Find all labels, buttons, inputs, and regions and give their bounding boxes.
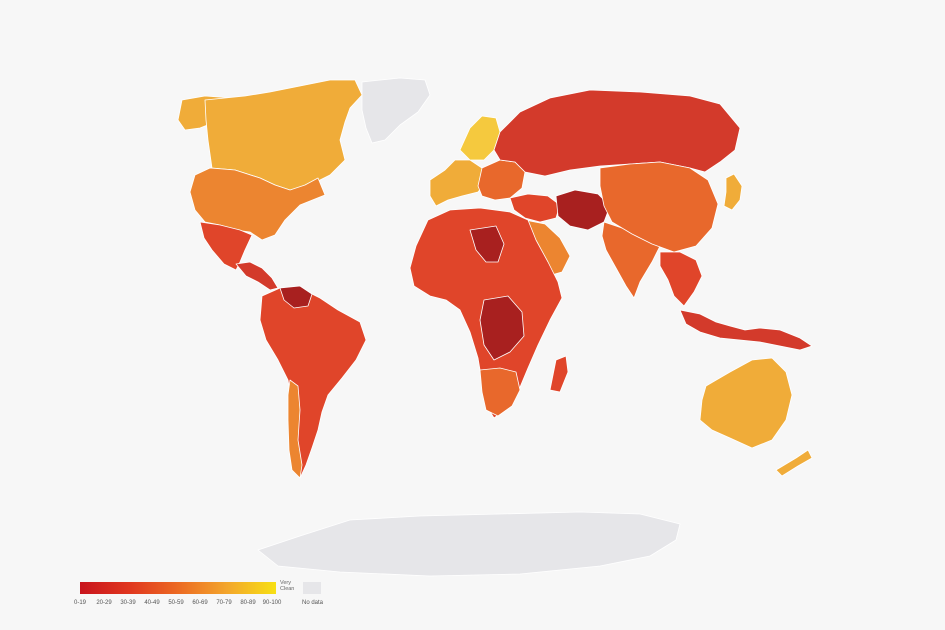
legend-tick: 80-89 [240,600,256,606]
southeast-asia-region [659,251,703,307]
china-region [599,161,719,253]
legend-tick: 90-100 [262,600,282,606]
scandinavia-region [459,115,501,161]
legend-tick: 50-59 [168,600,184,606]
legend-tick: 60-69 [192,600,208,606]
russia-region [493,89,741,177]
chile-region [287,379,303,479]
south-america-region [259,287,367,479]
mexico-region [199,221,253,271]
japan-region [723,173,743,211]
europe-east-region [477,159,526,201]
legend-tick: 70-79 [216,600,232,606]
north-america-usa-region [189,167,326,241]
legend-color-scale [80,582,276,594]
middle-east-region [509,193,561,223]
indonesia-region [679,309,813,351]
europe-west-region [429,159,487,207]
legend-ticks: 0-19 20-29 30-39 40-49 50-59 60-69 70-79… [74,600,282,610]
new-zealand-region [775,449,813,477]
legend: 0-19 20-29 30-39 40-49 50-59 60-69 70-79… [74,580,340,620]
legend-tick: 0-19 [73,600,87,606]
legend-very-clean-label: Very Clean [280,580,295,592]
legend-tick: 30-39 [120,600,136,606]
southern-africa-region [479,367,521,417]
central-africa-region [469,225,525,361]
no-data-label: No data [302,600,324,606]
antarctica-region [257,511,681,577]
central-america-region [235,261,279,291]
australia-region [699,357,793,449]
no-data-swatch [303,582,321,594]
legend-tick: 20-29 [96,600,112,606]
madagascar-region [549,355,569,393]
venezuela-region [279,285,313,309]
legend-tick: 40-49 [144,600,160,606]
greenland-region [361,77,431,144]
